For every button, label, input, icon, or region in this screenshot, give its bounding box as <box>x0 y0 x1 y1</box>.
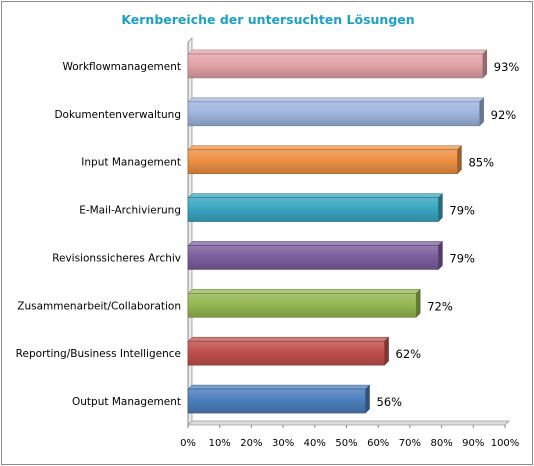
bar-top-face <box>187 384 371 390</box>
data-label: 92% <box>491 108 517 122</box>
bar-front-face <box>187 101 480 127</box>
labels-layer: 0% 10% 20% 30% 40% 50% 60% 70% 80% 90% 100% Workflo… <box>16 60 520 449</box>
category-label: Input Management <box>81 157 181 169</box>
bar-top-face <box>187 97 485 103</box>
bar-front-face <box>187 245 439 270</box>
data-label: 62% <box>396 347 422 361</box>
bar-side-face <box>384 336 389 366</box>
axis-floor <box>187 420 510 426</box>
category-label: Revisionssicheres Archiv <box>52 252 181 264</box>
bar-front-face <box>187 340 385 366</box>
bars-layer <box>187 49 488 414</box>
category-label: Zusammenarbeit/Collaboration <box>17 300 181 312</box>
x-tick-label: 0% <box>180 438 196 449</box>
category-label: Workflowmanagement <box>62 61 181 73</box>
bar <box>187 97 485 127</box>
data-label: 72% <box>427 299 453 313</box>
bar-top-face <box>187 289 421 294</box>
data-label: 85% <box>468 156 494 170</box>
bar-top-face <box>187 336 390 342</box>
axis-layer <box>187 37 510 428</box>
axis-wall <box>187 37 193 426</box>
bar-side-face <box>457 145 462 175</box>
bar-top-face <box>187 49 488 55</box>
bar <box>187 145 463 175</box>
bar-side-face <box>415 288 421 318</box>
bar <box>187 384 371 414</box>
x-tick-label: 50% <box>335 438 357 449</box>
bar <box>187 192 444 223</box>
bar-top-face <box>187 193 444 198</box>
bar <box>187 240 444 271</box>
x-tick-label: 20% <box>240 438 262 449</box>
bar-front-face <box>187 197 439 222</box>
bar-side-face <box>438 240 443 271</box>
x-tick-label: 30% <box>272 438 294 449</box>
data-label: 56% <box>377 395 403 409</box>
category-label: Reporting/Business Intelligence <box>16 348 181 360</box>
bar <box>187 288 421 318</box>
x-tick-label: 10% <box>209 438 231 449</box>
x-tick-label: 80% <box>430 438 452 449</box>
data-label: 79% <box>449 251 475 265</box>
bar-front-face <box>187 388 366 414</box>
bar-front-face <box>187 293 417 318</box>
category-label: Dokumentenverwaltung <box>54 109 181 121</box>
bar <box>187 49 488 79</box>
x-tick-label: 60% <box>367 438 389 449</box>
bar-side-face <box>479 97 484 127</box>
x-tick-label: 100% <box>491 438 520 449</box>
data-label: 93% <box>494 60 520 74</box>
bar <box>187 336 390 366</box>
bar-front-face <box>187 53 484 79</box>
data-label: 79% <box>449 204 475 218</box>
category-label: Output Management <box>72 396 181 408</box>
bar-top-face <box>187 241 444 246</box>
chart-title: Kernbereiche der untersuchten Lösungen <box>121 12 414 27</box>
x-tick-label: 40% <box>304 438 326 449</box>
bar-front-face <box>187 149 458 174</box>
x-tick-label: 70% <box>399 438 421 449</box>
bar-side-face <box>438 192 443 223</box>
bar-side-face <box>482 49 488 79</box>
bar-side-face <box>365 384 370 414</box>
category-label: E-Mail-Archivierung <box>79 205 181 217</box>
x-tick-label: 90% <box>462 438 484 449</box>
bar-top-face <box>187 145 463 150</box>
